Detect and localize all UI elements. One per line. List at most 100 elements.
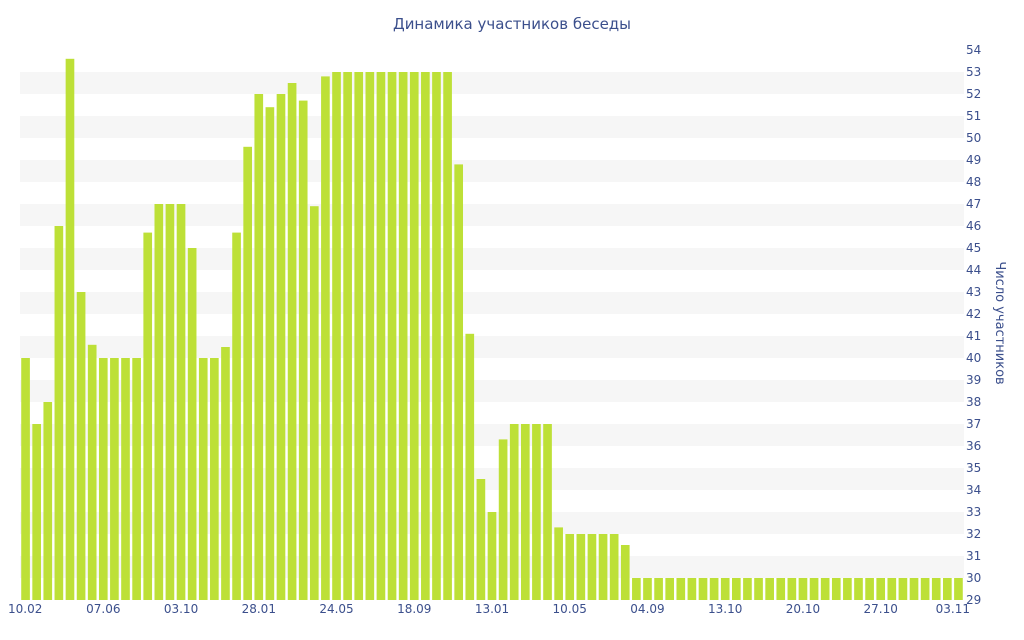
bar — [565, 534, 575, 600]
bar — [309, 206, 319, 600]
x-tick-label: 10.05 — [553, 602, 587, 616]
bar — [221, 347, 230, 600]
y-tick-label: 47 — [966, 197, 981, 211]
y-tick-label: 46 — [966, 219, 981, 233]
bar — [954, 578, 963, 600]
bar — [376, 72, 386, 600]
bar — [343, 72, 352, 600]
bar — [143, 232, 153, 600]
bar — [210, 358, 219, 600]
bar — [909, 578, 919, 600]
y-tick-label: 45 — [966, 241, 981, 255]
y-tick-label: 54 — [966, 43, 981, 57]
bar — [598, 534, 608, 600]
y-tick-label: 39 — [966, 373, 981, 387]
bar — [609, 534, 619, 600]
x-tick-label: 03.10 — [164, 602, 198, 616]
bar — [321, 76, 330, 600]
x-axis-ticks: 10.02 07.06 03.10 28.01 24.05 18.09 13.01 10.05… — [8, 602, 970, 616]
bar — [576, 534, 586, 600]
y-tick-label: 41 — [966, 329, 981, 343]
bar — [943, 578, 952, 600]
bar — [754, 578, 763, 600]
bar — [232, 232, 241, 600]
bar — [476, 479, 486, 600]
bar — [432, 72, 441, 600]
x-tick-label: 28.01 — [242, 602, 276, 616]
y-tick-label: 48 — [966, 175, 981, 189]
bar — [87, 344, 97, 600]
bar — [332, 72, 341, 600]
y-tick-label: 52 — [966, 87, 981, 101]
bar — [765, 578, 774, 600]
y-tick-label: 49 — [966, 153, 981, 167]
bar — [243, 146, 253, 601]
chart-title: Динамика участников беседы — [393, 15, 631, 33]
x-tick-label: 04.09 — [630, 602, 664, 616]
x-tick-label: 18.09 — [397, 602, 431, 616]
bar — [809, 578, 819, 600]
bar — [887, 578, 897, 600]
bar — [532, 424, 541, 600]
y-tick-label: 44 — [966, 263, 981, 277]
x-tick-label: 27.10 — [864, 602, 898, 616]
bar — [76, 292, 86, 600]
x-tick-label: 20.10 — [786, 602, 820, 616]
bar — [698, 578, 708, 600]
bar — [98, 358, 108, 600]
bar — [365, 72, 375, 600]
x-tick-label: 07.06 — [86, 602, 120, 616]
bar — [776, 578, 786, 600]
bars-group — [21, 58, 963, 601]
x-tick-label: 13.01 — [475, 602, 509, 616]
bar — [720, 578, 730, 600]
bar — [820, 578, 830, 600]
y-tick-label: 40 — [966, 351, 981, 365]
bar — [276, 94, 286, 600]
bar — [110, 358, 119, 600]
bar — [554, 527, 563, 600]
x-tick-label: 24.05 — [319, 602, 353, 616]
bar — [409, 72, 419, 600]
bar — [665, 578, 675, 600]
bar — [287, 83, 297, 600]
bar — [731, 578, 741, 600]
bar — [743, 578, 752, 600]
bar — [254, 94, 264, 600]
y-tick-label: 30 — [966, 571, 981, 585]
grid-band — [20, 72, 964, 94]
x-tick-label: 10.02 — [8, 602, 42, 616]
grid-band — [20, 160, 964, 182]
y-tick-label: 38 — [966, 395, 981, 409]
y-tick-label: 42 — [966, 307, 981, 321]
grid-band — [20, 116, 964, 138]
bar — [387, 72, 397, 600]
bar — [132, 358, 141, 600]
bar — [643, 578, 652, 600]
bar — [831, 578, 841, 600]
bar — [443, 72, 452, 600]
bar — [298, 100, 308, 600]
y-tick-label: 35 — [966, 461, 981, 475]
bar — [587, 534, 597, 600]
bar — [454, 164, 464, 600]
bar — [654, 578, 663, 600]
bar — [898, 578, 908, 600]
bar — [54, 226, 64, 600]
bar — [465, 333, 475, 600]
bar — [398, 72, 408, 600]
bar — [709, 578, 719, 600]
bar — [620, 545, 630, 600]
y-tick-label: 31 — [966, 549, 981, 563]
bar — [509, 424, 519, 600]
y-tick-label: 50 — [966, 131, 981, 145]
y-tick-label: 33 — [966, 505, 981, 519]
y-tick-label: 34 — [966, 483, 981, 497]
bar — [520, 424, 530, 600]
bar — [21, 358, 30, 600]
bar — [154, 204, 164, 600]
bar — [843, 578, 852, 600]
bar — [165, 204, 175, 600]
